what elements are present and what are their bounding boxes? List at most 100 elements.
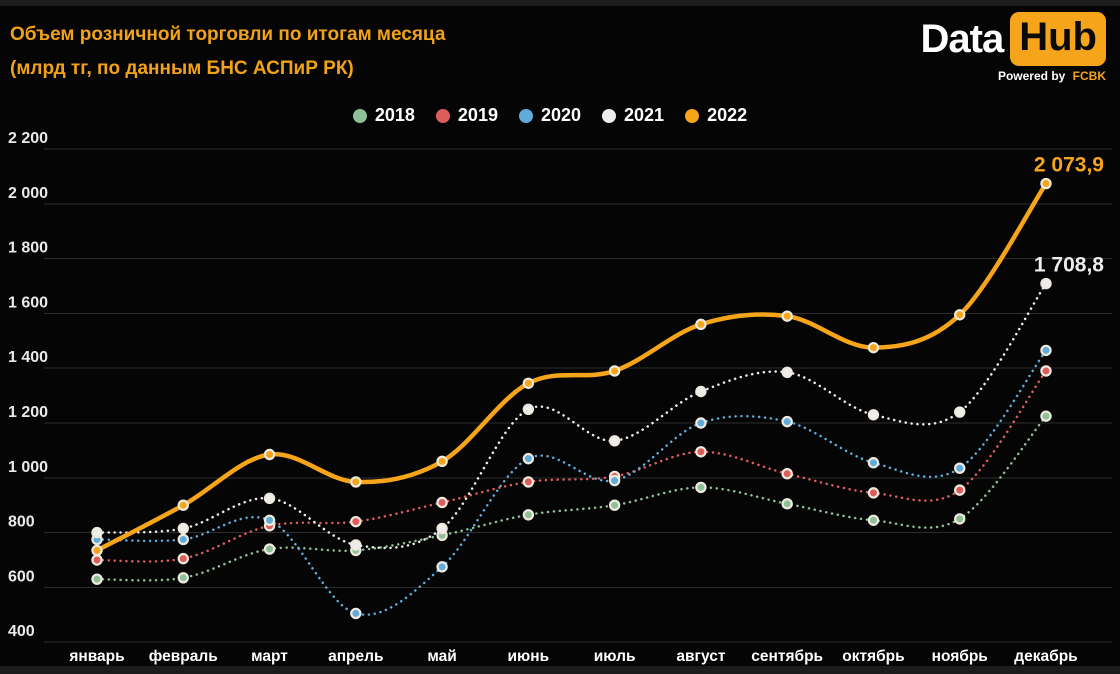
legend-dot-icon [685,108,700,123]
data-point-2019-1 [177,552,189,565]
data-point-2021-9 [867,409,880,421]
y-axis-tick-label: 1 800 [8,240,48,257]
data-point-2022-6 [608,365,621,377]
legend-dot-icon [352,108,367,123]
logo-word-hub: Hub [1010,12,1106,66]
data-point-2021-10 [954,406,966,418]
data-point-2018-8 [781,498,793,510]
data-point-2021-8 [781,366,793,379]
legend-dot-icon [518,108,533,123]
data-point-2021-11 [1040,277,1052,290]
legend-item-2018: 2018 [352,105,415,126]
data-point-2022-0 [91,544,103,557]
data-point-2019-10 [954,484,966,496]
y-axis-tick-label: 1 400 [8,349,48,366]
y-axis-tick-label: 1 200 [8,404,48,421]
data-point-2020-9 [867,457,880,469]
data-point-2020-2 [263,514,276,526]
data-point-2021-6 [608,435,621,447]
data-point-2018-6 [608,499,621,511]
data-point-2018-7 [695,481,707,494]
data-point-2021-4 [436,522,448,535]
legend-item-2020: 2020 [518,105,582,126]
series-line-2020 [95,349,1048,616]
legend-label: 2022 [707,105,748,125]
y-axis-tick-label: 1 000 [8,459,48,476]
logo-word-data: Data [920,16,1005,61]
data-point-2020-1 [177,533,189,546]
data-point-2022-8 [781,310,793,322]
legend-item-2019: 2019 [435,105,498,126]
series-line-2021 [95,282,1048,550]
x-axis-label: ноябрь [932,648,988,665]
y-axis-tick-label: 1 600 [8,294,48,311]
data-point-2019-7 [695,446,707,458]
data-point-2022-11 [1040,177,1052,190]
legend-item-2021: 2021 [602,105,664,126]
logo-tagline: Powered by FCBK [921,69,1106,83]
x-axis-label: июнь [508,648,550,665]
data-point-2018-10 [954,513,966,525]
series-line-2022 [94,181,1049,553]
data-point-2021-3 [350,539,362,551]
datahub-logo: Data Hub Powered by FCBK [921,12,1106,83]
data-point-2022-5 [522,377,535,389]
x-axis-label: февраль [149,648,218,665]
series-line-2018 [95,414,1048,582]
data-point-2021-1 [177,522,189,535]
data-point-2018-5 [522,509,535,521]
chart-legend: 2018 2019 2020 2021 2022 [0,105,1100,126]
data-point-2020-4 [436,561,448,573]
data-point-2019-9 [867,487,880,499]
data-point-2022-9 [867,341,880,354]
data-point-2022-7 [695,318,707,331]
y-axis-tick-label: 600 [8,568,35,585]
legend-dot-icon [435,108,450,123]
data-point-2022-2 [263,448,276,461]
x-axis-label: декабрь [1014,648,1077,665]
data-point-2018-9 [867,514,880,526]
legend-item-2022: 2022 [685,105,747,126]
y-axis-tick-label: 2 200 [8,130,48,147]
data-point-2018-1 [177,572,189,584]
data-point-2022-3 [350,476,362,488]
logo-tagline-prefix: Powered by [997,69,1066,83]
legend-label: 2020 [540,105,582,125]
chart-title-line2: (млрд тг, по данным БНС АСПиР РК) [10,58,354,79]
data-point-2019-3 [350,515,362,528]
legend-label: 2018 [374,105,415,125]
data-point-2021-5 [522,403,535,415]
legend-label: 2019 [457,105,498,125]
data-point-2022-4 [436,455,448,468]
x-axis-label: май [427,648,456,665]
data-point-2022-1 [177,499,189,511]
data-point-2020-3 [350,607,362,620]
x-axis-label: июль [594,648,636,665]
x-axis-label: апрель [328,648,383,665]
chart-title-line1: Объем розничной торговли по итогам месяц… [10,24,446,45]
data-point-2018-0 [91,573,103,585]
value-label-2022: 2 073,9 [1034,154,1104,177]
data-point-2019-8 [781,467,793,480]
data-point-2019-4 [436,496,448,509]
x-axis-label: октябрь [842,648,904,665]
data-point-2019-0 [91,554,103,566]
data-point-2020-5 [522,452,535,465]
data-point-2018-11 [1040,410,1052,422]
data-point-2019-5 [522,476,535,488]
data-point-2019-11 [1040,365,1052,377]
top-edge-strip [0,0,1120,6]
bottom-edge-strip [0,666,1120,674]
y-axis-tick-label: 400 [8,623,35,640]
data-point-2020-8 [781,415,793,428]
data-point-2022-10 [954,309,966,321]
data-point-2021-2 [263,492,276,505]
y-axis-tick-label: 800 [8,514,35,531]
y-axis-tick-label: 2 000 [8,185,48,202]
data-point-2020-7 [695,417,707,429]
logo-tagline-brand: FCBK [1072,69,1106,83]
x-axis-label: август [676,648,725,665]
chart-title: Объем розничной торговли по итогам месяц… [10,18,445,86]
data-point-2018-2 [263,543,276,555]
